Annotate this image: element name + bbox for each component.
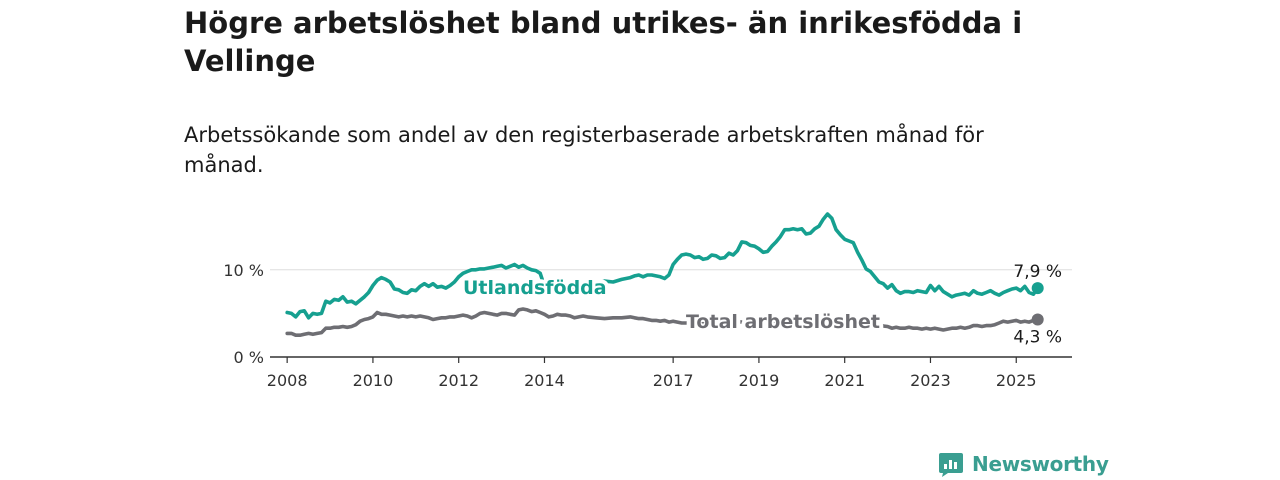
x-tick-label: 2010: [353, 371, 394, 390]
series-endpoint-total: [1031, 313, 1044, 326]
x-tick-label: 2008: [267, 371, 308, 390]
series-name-halo-total: Total arbetslöshet: [686, 311, 880, 333]
chart-title: Högre arbetslöshet bland utrikes- än inr…: [184, 6, 1023, 78]
series-lines: [285, 212, 1044, 337]
series-endpoint-foreign: [1031, 282, 1044, 295]
newsworthy-logo-icon: [939, 453, 963, 477]
x-tick-label: 2019: [739, 371, 780, 390]
x-tick-label: 2023: [910, 371, 951, 390]
brand-name: Newsworthy: [972, 452, 1109, 476]
x-tick-label: 2014: [524, 371, 565, 390]
chart-subtitle: Arbetssökande som andel av den registerb…: [184, 123, 984, 177]
x-tick-label: 2017: [653, 371, 694, 390]
y-tick-label: 10 %: [223, 261, 264, 280]
y-axis-labels: 0 % 10 %: [223, 261, 264, 367]
series-name-total: Total arbetslöshet: [686, 311, 880, 333]
x-tick-label: 2021: [824, 371, 865, 390]
series-name-foreign: Utlandsfödda: [463, 277, 607, 299]
end-value-label-foreign: 7,9 %: [1013, 262, 1062, 282]
x-tick-label: 2012: [438, 371, 479, 390]
series-line-total: [285, 307, 1040, 337]
x-tick-label: 2025: [996, 371, 1037, 390]
end-value-label-total: 4,3 %: [1013, 327, 1062, 347]
series-line-foreign: [285, 212, 1040, 320]
newsworthy-logo: Newsworthy: [938, 448, 1109, 480]
series-name-halo-foreign: Utlandsfödda: [463, 277, 607, 299]
y-tick-label: 0 %: [234, 348, 264, 367]
x-axis: 2008 2010 2012 2014 2017 2019 2021 2023 2025: [267, 356, 1072, 390]
